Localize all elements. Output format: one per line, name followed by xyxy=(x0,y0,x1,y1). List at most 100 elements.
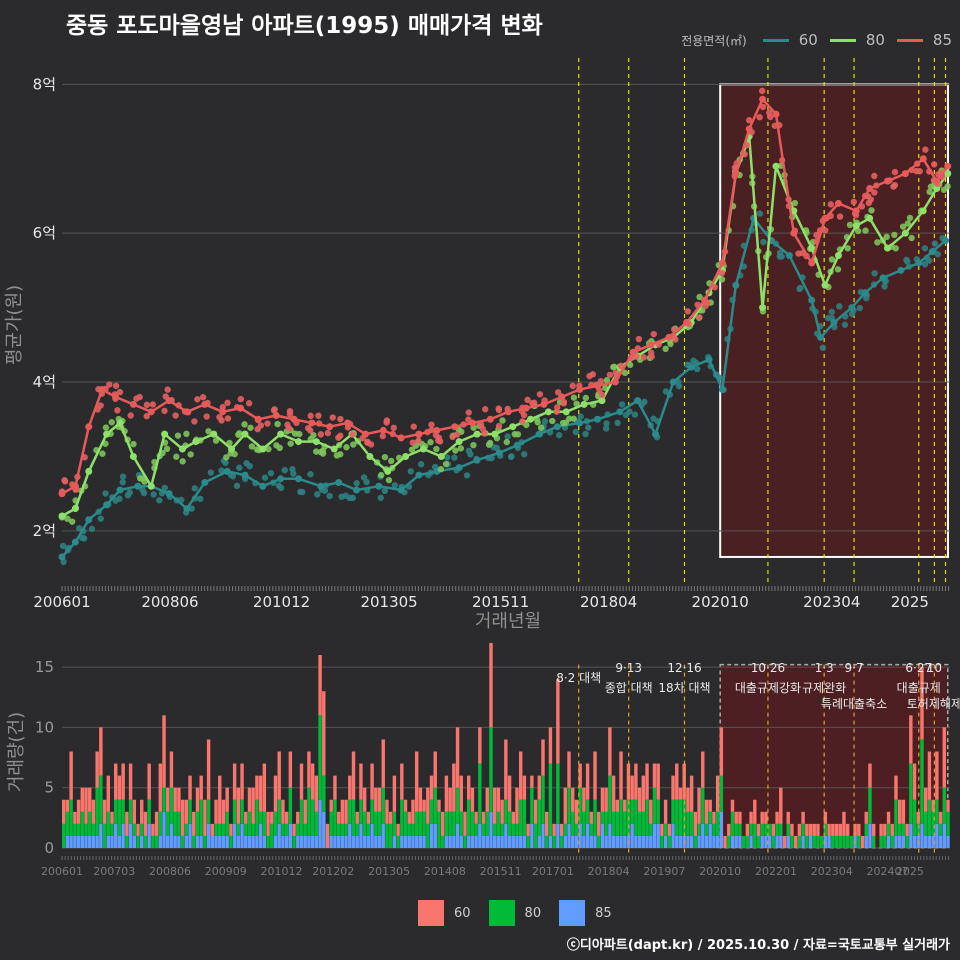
series-marker-85 xyxy=(290,415,298,423)
volume-bar-60 xyxy=(102,799,107,824)
volume-bar-80 xyxy=(567,787,571,824)
volume-bar-60 xyxy=(433,751,437,788)
volume-bar-80 xyxy=(738,823,742,836)
volume-bar-85 xyxy=(188,823,192,848)
scatter-point-80 xyxy=(926,188,933,196)
volume-bar-85 xyxy=(578,823,582,848)
volume-bar-60 xyxy=(667,823,672,836)
volume-bar-60 xyxy=(522,775,527,800)
scatter-point-80 xyxy=(537,424,545,431)
scatter-point-85 xyxy=(324,429,332,437)
volume-bar-80 xyxy=(273,811,278,836)
volume-bar-85 xyxy=(359,823,363,848)
volume-bar-85 xyxy=(314,835,319,848)
volume-bar-60 xyxy=(745,823,750,836)
scatter-point-60 xyxy=(881,283,888,290)
volume-bar-80 xyxy=(158,811,163,836)
scatter-point-85 xyxy=(569,382,576,390)
volume-bar-80 xyxy=(485,811,489,836)
volume-bar-60 xyxy=(868,763,872,788)
volume-bar-80 xyxy=(496,811,501,836)
scatter-point-80 xyxy=(350,441,357,448)
scatter-point-60 xyxy=(541,418,549,425)
scatter-point-85 xyxy=(379,432,386,440)
volume-bar-80 xyxy=(589,823,594,836)
bar-x-tick-label: 201408 xyxy=(424,865,466,878)
scatter-point-80 xyxy=(437,466,445,473)
volume-bar-80 xyxy=(396,835,400,848)
volume-bar-60 xyxy=(396,823,400,836)
y-tick-label: 2억 xyxy=(33,522,56,540)
series-marker-80 xyxy=(210,430,218,438)
volume-bar-60 xyxy=(663,799,668,824)
volume-bar-85 xyxy=(712,835,716,848)
legend-label-60: 60 xyxy=(798,31,818,49)
scatter-point-60 xyxy=(233,482,241,490)
volume-bar-60 xyxy=(151,823,155,836)
scatter-point-80 xyxy=(179,458,186,465)
volume-bar-60 xyxy=(812,823,816,836)
series-marker-80 xyxy=(147,482,155,490)
scatter-point-60 xyxy=(59,542,67,550)
volume-bar-85 xyxy=(663,835,668,848)
series-marker-85 xyxy=(718,259,726,267)
volume-bar-80 xyxy=(69,799,73,836)
volume-bar-85 xyxy=(868,823,872,848)
volume-bar-80 xyxy=(749,823,753,836)
volume-bar-80 xyxy=(258,811,263,824)
x-tick-label: 200806 xyxy=(141,593,198,611)
volume-bar-85 xyxy=(318,799,322,848)
volume-bar-60 xyxy=(853,823,857,836)
scatter-point-60 xyxy=(102,490,109,497)
scatter-point-85 xyxy=(203,413,210,420)
scatter-point-60 xyxy=(342,492,350,499)
series-marker-60 xyxy=(732,281,740,289)
scatter-point-85 xyxy=(589,371,596,378)
series-marker-85 xyxy=(852,207,860,215)
volume-bar-80 xyxy=(481,823,486,836)
scatter-point-80 xyxy=(566,415,573,422)
scatter-point-80 xyxy=(862,227,869,234)
volume-bar-60 xyxy=(429,775,434,800)
series-marker-80 xyxy=(509,423,517,431)
volume-bar-60 xyxy=(210,823,215,836)
volume-bar-85 xyxy=(73,835,77,848)
volume-bar-80 xyxy=(489,727,493,812)
volume-bar-80 xyxy=(73,823,77,836)
series-marker-85 xyxy=(647,341,655,349)
volume-bar-80 xyxy=(708,811,712,824)
volume-bar-80 xyxy=(585,799,590,824)
volume-bar-60 xyxy=(942,727,946,788)
scatter-point-60 xyxy=(825,314,832,322)
volume-bar-80 xyxy=(463,835,467,848)
scatter-point-85 xyxy=(529,400,536,407)
volume-bar-60 xyxy=(403,799,408,812)
scatter-point-85 xyxy=(453,431,461,438)
volume-bar-80 xyxy=(871,835,876,848)
volume-bar-85 xyxy=(84,835,88,848)
volume-bar-60 xyxy=(277,751,281,800)
scatter-point-85 xyxy=(106,381,113,388)
volume-bar-60 xyxy=(901,799,906,824)
volume-bar-80 xyxy=(593,799,597,836)
scatter-point-85 xyxy=(315,412,322,419)
volume-bar-85 xyxy=(708,823,712,848)
volume-bar-60 xyxy=(611,775,616,812)
volume-bar-80 xyxy=(62,823,66,848)
volume-bar-85 xyxy=(329,835,333,848)
series-marker-85 xyxy=(183,408,191,416)
bottom-legend-swatch-60 xyxy=(418,900,444,926)
scatter-point-85 xyxy=(218,417,225,424)
volume-bar-60 xyxy=(730,799,735,812)
volume-bar-80 xyxy=(128,799,133,824)
volume-bar-85 xyxy=(671,823,675,848)
volume-bar-85 xyxy=(452,835,456,848)
volume-bar-60 xyxy=(236,787,241,824)
volume-bar-60 xyxy=(162,715,166,788)
volume-bar-80 xyxy=(478,763,482,824)
scatter-point-80 xyxy=(621,369,629,377)
series-marker-80 xyxy=(129,452,137,460)
volume-bar-80 xyxy=(637,811,642,836)
volume-bar-85 xyxy=(764,835,768,848)
scatter-point-60 xyxy=(641,398,648,406)
